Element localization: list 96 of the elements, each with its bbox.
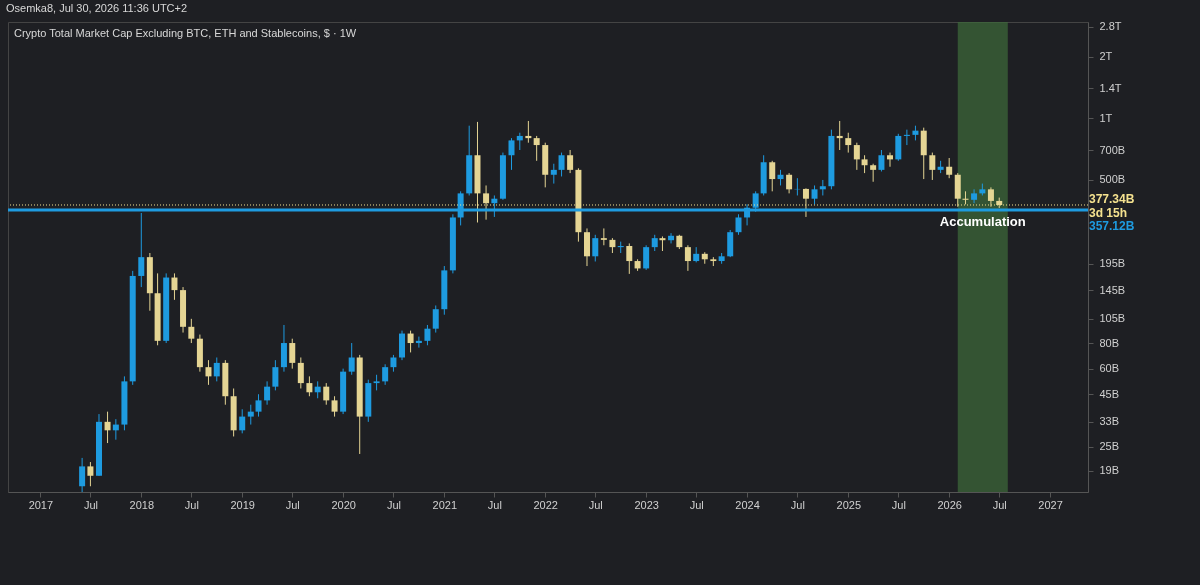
x-tick-label: 2026 bbox=[937, 498, 962, 511]
candlestick bbox=[954, 172, 961, 208]
candlestick bbox=[297, 357, 304, 389]
ref-line-label: 357.12B bbox=[1089, 218, 1135, 233]
y-tick-label: 25B bbox=[1099, 440, 1120, 453]
x-tick-label: 2022 bbox=[533, 498, 558, 511]
x-tick-label: Jul bbox=[487, 498, 502, 511]
x-tick-label: 2024 bbox=[735, 498, 760, 511]
candlestick bbox=[289, 338, 296, 370]
x-tick-label: Jul bbox=[184, 498, 199, 511]
candlestick bbox=[171, 272, 178, 301]
x-tick-label: Jul bbox=[992, 498, 1007, 511]
candlestick bbox=[929, 152, 936, 181]
candlestick bbox=[79, 457, 86, 493]
y-tick-label: 1T bbox=[1099, 111, 1113, 124]
candlestick bbox=[415, 336, 422, 349]
x-tick-label: Jul bbox=[891, 498, 906, 511]
candlestick bbox=[987, 186, 994, 208]
y-tick-label: 60B bbox=[1099, 362, 1120, 375]
y-tick-label: 2.8T bbox=[1099, 20, 1122, 33]
candlestick bbox=[399, 330, 406, 361]
y-tick-label: 33B bbox=[1099, 415, 1120, 428]
candlestick bbox=[878, 149, 885, 172]
candlestick bbox=[331, 395, 338, 418]
y-tick-label: 700B bbox=[1099, 143, 1126, 156]
y-tick-label: 500B bbox=[1099, 173, 1126, 186]
candlestick bbox=[853, 142, 860, 171]
x-tick-label: 2018 bbox=[129, 498, 155, 511]
candlestick bbox=[205, 359, 212, 386]
x-tick-label: 2021 bbox=[432, 498, 458, 511]
candlestick bbox=[786, 172, 793, 194]
candlestick bbox=[348, 342, 355, 376]
candlestick bbox=[946, 157, 953, 179]
candlestick bbox=[684, 244, 691, 272]
candlestick bbox=[567, 149, 574, 174]
candlestick bbox=[887, 152, 894, 168]
candlestick bbox=[600, 227, 607, 246]
candlestick bbox=[845, 132, 852, 154]
candlestick bbox=[138, 212, 145, 288]
candlestick bbox=[188, 318, 195, 344]
candlestick bbox=[424, 324, 431, 346]
x-tick-label: 2020 bbox=[331, 498, 356, 511]
x-tick-label: Jul bbox=[285, 498, 300, 511]
x-tick-label: Jul bbox=[790, 498, 805, 511]
candlestick bbox=[870, 163, 877, 183]
candlestick bbox=[508, 137, 515, 171]
candlestick bbox=[903, 129, 910, 146]
y-tick-label: 105B bbox=[1099, 312, 1126, 325]
candlestick bbox=[213, 357, 220, 382]
candlestick bbox=[432, 304, 439, 334]
x-tick-label: 2019 bbox=[230, 498, 255, 511]
candlestick bbox=[382, 363, 389, 386]
x-tick-label: Jul bbox=[386, 498, 401, 511]
candlestick bbox=[626, 242, 633, 275]
x-tick-label: 2027 bbox=[1038, 498, 1063, 511]
y-tick-label: 1.4T bbox=[1099, 81, 1122, 94]
candlestick bbox=[264, 380, 271, 406]
candlestick bbox=[802, 187, 809, 218]
candlestick bbox=[255, 393, 262, 418]
y-tick-label: 45B bbox=[1099, 387, 1120, 400]
candlestick bbox=[407, 330, 414, 353]
candlestick bbox=[836, 120, 843, 151]
x-tick-label: Jul bbox=[83, 498, 98, 511]
y-tick-label: 2T bbox=[1099, 50, 1113, 63]
candlestick bbox=[643, 244, 650, 271]
y-tick-label: 145B bbox=[1099, 283, 1126, 296]
candlestick bbox=[239, 408, 246, 434]
candlestick bbox=[811, 184, 818, 205]
chart-title: Crypto Total Market Cap Excluding BTC, ETH and Stablecoins, $ · 1W bbox=[14, 27, 357, 39]
candlestick bbox=[533, 135, 540, 162]
x-tick-label: 2023 bbox=[634, 498, 659, 511]
candlestick bbox=[483, 184, 490, 221]
candlestick bbox=[525, 120, 532, 144]
x-tick-label: 2017 bbox=[28, 498, 54, 511]
candlestick bbox=[558, 152, 565, 177]
candlestick bbox=[272, 359, 279, 391]
band-label: Accumulation bbox=[939, 213, 1026, 229]
x-tick-label: 2025 bbox=[836, 498, 862, 511]
candlestick bbox=[104, 411, 111, 444]
candlestick bbox=[895, 133, 902, 162]
candlestick bbox=[735, 213, 742, 236]
candlestick bbox=[87, 461, 94, 487]
y-tick-label: 80B bbox=[1099, 336, 1120, 349]
candlestick bbox=[306, 375, 313, 397]
text: Osemka8, Jul 30, 2026 11:36 UTC+2 bbox=[5, 1, 189, 16]
y-tick-label: 19B bbox=[1099, 464, 1120, 477]
candlestick bbox=[323, 382, 330, 406]
candlestick bbox=[592, 234, 599, 262]
candlestick bbox=[769, 160, 776, 192]
candlestick bbox=[971, 188, 978, 204]
ref-line-label: 377.34B 3d 15h bbox=[1089, 192, 1135, 220]
candlestick bbox=[550, 163, 557, 185]
x-tick-label: Jul bbox=[689, 498, 704, 511]
y-tick-label: 195B bbox=[1099, 257, 1126, 270]
candlestick bbox=[247, 404, 254, 426]
x-tick-label: Jul bbox=[588, 498, 603, 511]
